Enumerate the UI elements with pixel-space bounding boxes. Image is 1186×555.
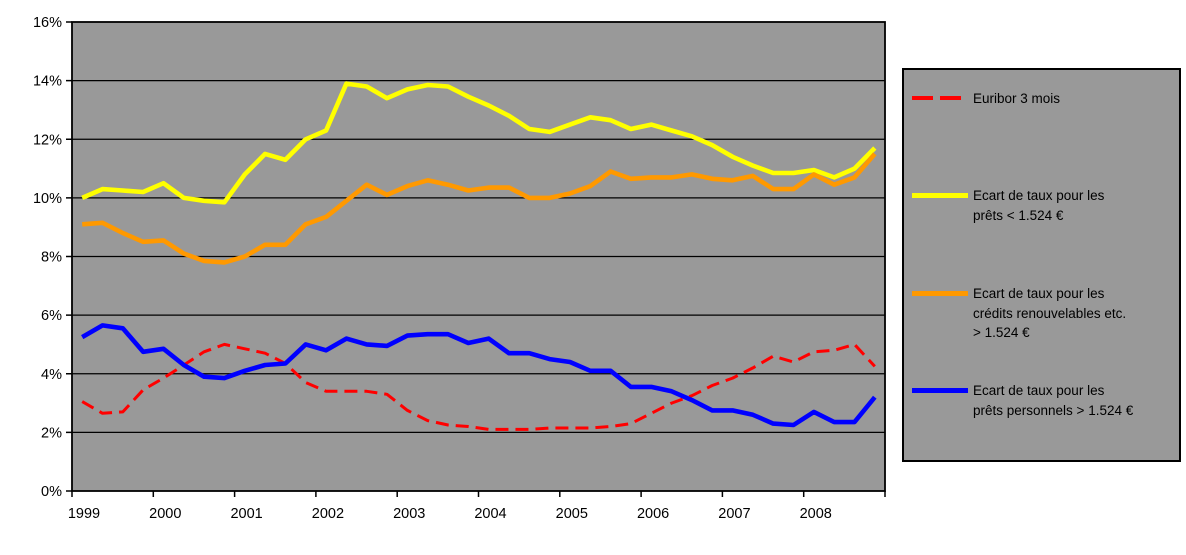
legend-label: Ecart de taux pour les crédits renouvela… [973,286,1127,340]
y-tick-label: 0% [41,484,62,500]
y-tick-label: 2% [41,425,62,441]
legend-item-prets-personnels: Ecart de taux pour les prêts personnels … [912,381,1133,420]
x-tick-label: 2004 [474,506,506,522]
legend-item-credits-renouvelables: Ecart de taux pour les crédits renouvela… [912,284,1126,343]
legend-line-sample [912,291,968,296]
legend-line-sample [912,388,968,393]
series-line-1 [81,81,877,205]
series-line-0 [81,342,876,431]
x-tick-label: 2002 [312,506,344,522]
x-tick-label: 1999 [68,506,100,522]
x-tick-label: 2005 [556,506,588,522]
y-tick-label: 12% [33,132,62,148]
chart-legend: Euribor 3 mois Ecart de taux pour les pr… [902,68,1181,462]
legend-label: Ecart de taux pour les prêts < 1.524 € [973,188,1105,223]
y-tick-label: 14% [33,74,62,90]
legend-line-sample [912,193,968,198]
series-line-2 [82,152,877,265]
legend-label: Ecart de taux pour les prêts personnels … [973,383,1134,418]
series-line-3 [81,323,877,428]
legend-dashed-line-sample [912,96,968,100]
legend-label: Euribor 3 mois [973,91,1061,106]
y-tick-label: 6% [41,308,62,324]
y-tick-label: 8% [41,250,62,266]
x-tick-label: 2008 [800,506,832,522]
y-tick-label: 4% [41,367,62,383]
x-tick-label: 2007 [718,506,750,522]
y-tick-label: 16% [33,15,62,31]
x-tick-label: 2000 [149,506,181,522]
legend-item-euribor: Euribor 3 mois [912,89,1060,109]
x-tick-label: 2001 [230,506,262,522]
x-tick-label: 2006 [637,506,669,522]
y-tick-label: 10% [33,191,62,207]
x-tick-label: 2003 [393,506,425,522]
legend-item-prets-inf-1524: Ecart de taux pour les prêts < 1.524 € [912,186,1104,225]
